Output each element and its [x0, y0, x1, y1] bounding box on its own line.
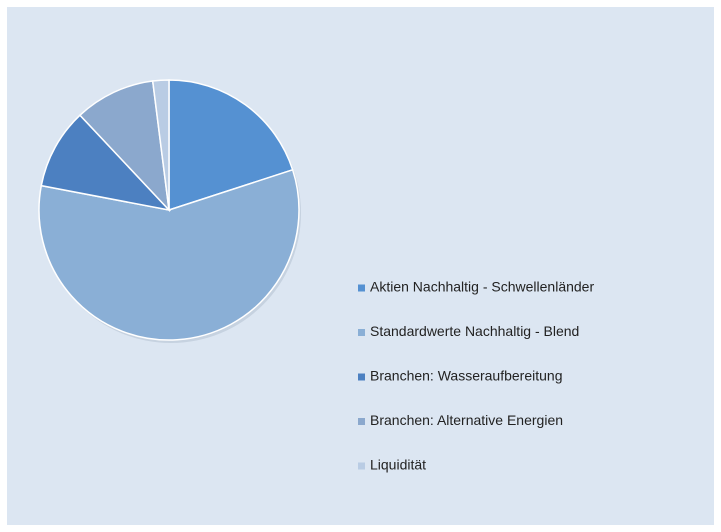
legend-swatch	[358, 284, 365, 292]
legend-swatch	[358, 329, 365, 336]
legend-label: Aktien Nachhaltig - Schwellenländer	[370, 279, 594, 295]
legend-swatch	[358, 418, 365, 425]
pie-slice	[151, 79, 170, 211]
pie-slice	[168, 79, 294, 212]
legend-label: Branchen: Alternative Energien	[370, 412, 563, 428]
pie-slice	[40, 114, 172, 212]
pie-slice	[38, 168, 300, 341]
legend-label: Branchen: Wasseraufbereitung	[370, 368, 562, 384]
legend-label: Standardwerte Nachhaltig - Blend	[370, 323, 579, 339]
legend-swatch	[358, 373, 365, 381]
legend-label: Liquidität	[370, 457, 426, 473]
legend-swatch	[358, 462, 365, 470]
pie-slice	[78, 80, 171, 213]
